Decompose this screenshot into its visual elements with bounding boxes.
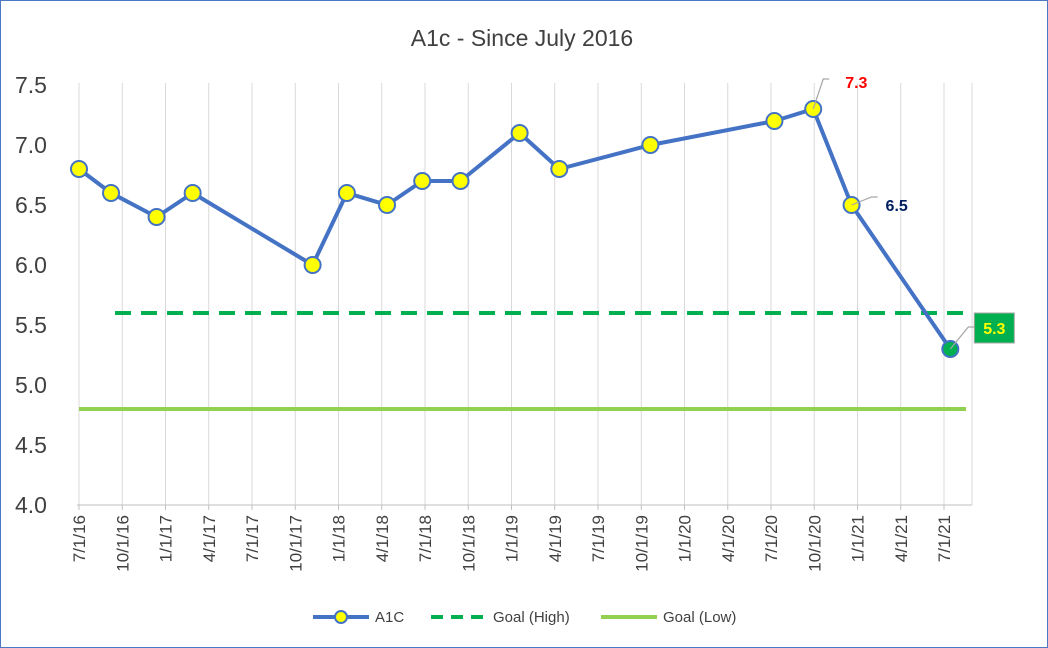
x-tick-label: 1/1/19 — [503, 515, 522, 562]
a1c-data-point — [510, 124, 529, 142]
y-tick-label: 5.0 — [15, 372, 47, 398]
legend-label: Goal (Low) — [663, 609, 736, 626]
legend-marker — [334, 610, 348, 624]
x-tick-label: 4/1/17 — [200, 515, 219, 562]
y-tick-label: 5.5 — [15, 312, 47, 338]
legend-label: Goal (High) — [493, 609, 570, 626]
x-tick-label: 7/1/20 — [762, 515, 781, 562]
a1c-data-point — [451, 172, 470, 190]
x-tick-label: 7/1/19 — [589, 515, 608, 562]
data-labels: 7.3 6.5 5.3 — [812, 75, 1015, 350]
x-tick-label: 1/1/18 — [330, 515, 349, 562]
y-axis-ticks: 4.0 4.5 5.0 5.5 6.0 6.5 7.0 7.5 — [15, 72, 47, 518]
chart-title: A1c - Since July 2016 — [411, 25, 633, 51]
x-tick-label: 10/1/18 — [459, 515, 478, 572]
grid-lines — [78, 83, 973, 505]
legend-item: A1C — [313, 609, 404, 626]
a1c-data-point — [147, 208, 166, 226]
y-tick-label: 7.5 — [15, 72, 47, 98]
data-label-leader — [851, 196, 878, 206]
x-tick-label: 10/1/16 — [113, 515, 132, 572]
y-tick-label: 6.5 — [15, 192, 47, 218]
series-layer — [70, 100, 966, 411]
y-tick-label: 4.5 — [15, 432, 47, 458]
y-tick-label: 6.0 — [15, 252, 47, 278]
x-tick-label: 4/1/18 — [373, 515, 392, 562]
a1c-data-point — [303, 256, 322, 274]
legend: A1C Goal (High) Goal (Low) — [313, 609, 736, 626]
x-tick-label: 7/1/21 — [935, 515, 954, 562]
x-tick-label: 7/1/18 — [416, 515, 435, 562]
a1c-series-line — [77, 107, 952, 351]
x-axis-ticks: 7/1/16 10/1/16 1/1/17 4/1/17 7/1/17 10/1/17 1/… — [70, 505, 954, 572]
data-label: 5.3 — [983, 321, 1005, 338]
y-tick-label: 7.0 — [15, 132, 47, 158]
a1c-data-point — [765, 112, 784, 130]
x-tick-label: 7/1/16 — [70, 515, 89, 562]
y-tick-label: 4.0 — [15, 492, 47, 518]
data-label: 7.3 — [845, 75, 867, 92]
a1c-data-point — [102, 184, 121, 202]
x-tick-label: 4/1/19 — [546, 515, 565, 562]
a1c-data-point — [550, 160, 569, 178]
x-tick-label: 1/1/20 — [676, 515, 695, 562]
a1c-data-point — [413, 172, 432, 190]
data-label-leader — [812, 78, 830, 110]
a1c-data-point — [70, 160, 88, 178]
legend-item: Goal (High) — [431, 609, 570, 626]
a1c-data-point — [378, 196, 397, 214]
a1c-data-point — [183, 184, 202, 202]
x-tick-label: 4/1/20 — [719, 515, 738, 562]
x-tick-label: 1/1/17 — [157, 515, 176, 562]
x-tick-label: 4/1/21 — [892, 515, 911, 562]
x-tick-label: 10/1/20 — [805, 515, 824, 572]
x-tick-label: 10/1/17 — [286, 515, 305, 572]
data-label-box — [973, 312, 1015, 344]
a1c-data-point — [337, 184, 356, 202]
legend-item: Goal (Low) — [601, 609, 736, 626]
data-label: 6.5 — [886, 198, 908, 215]
x-tick-label: 7/1/17 — [243, 515, 262, 562]
legend-label: A1C — [375, 609, 404, 626]
x-tick-label: 1/1/21 — [849, 515, 868, 562]
data-label-leader — [949, 326, 975, 350]
x-tick-label: 10/1/19 — [632, 515, 651, 572]
a1c-data-point — [641, 136, 660, 154]
